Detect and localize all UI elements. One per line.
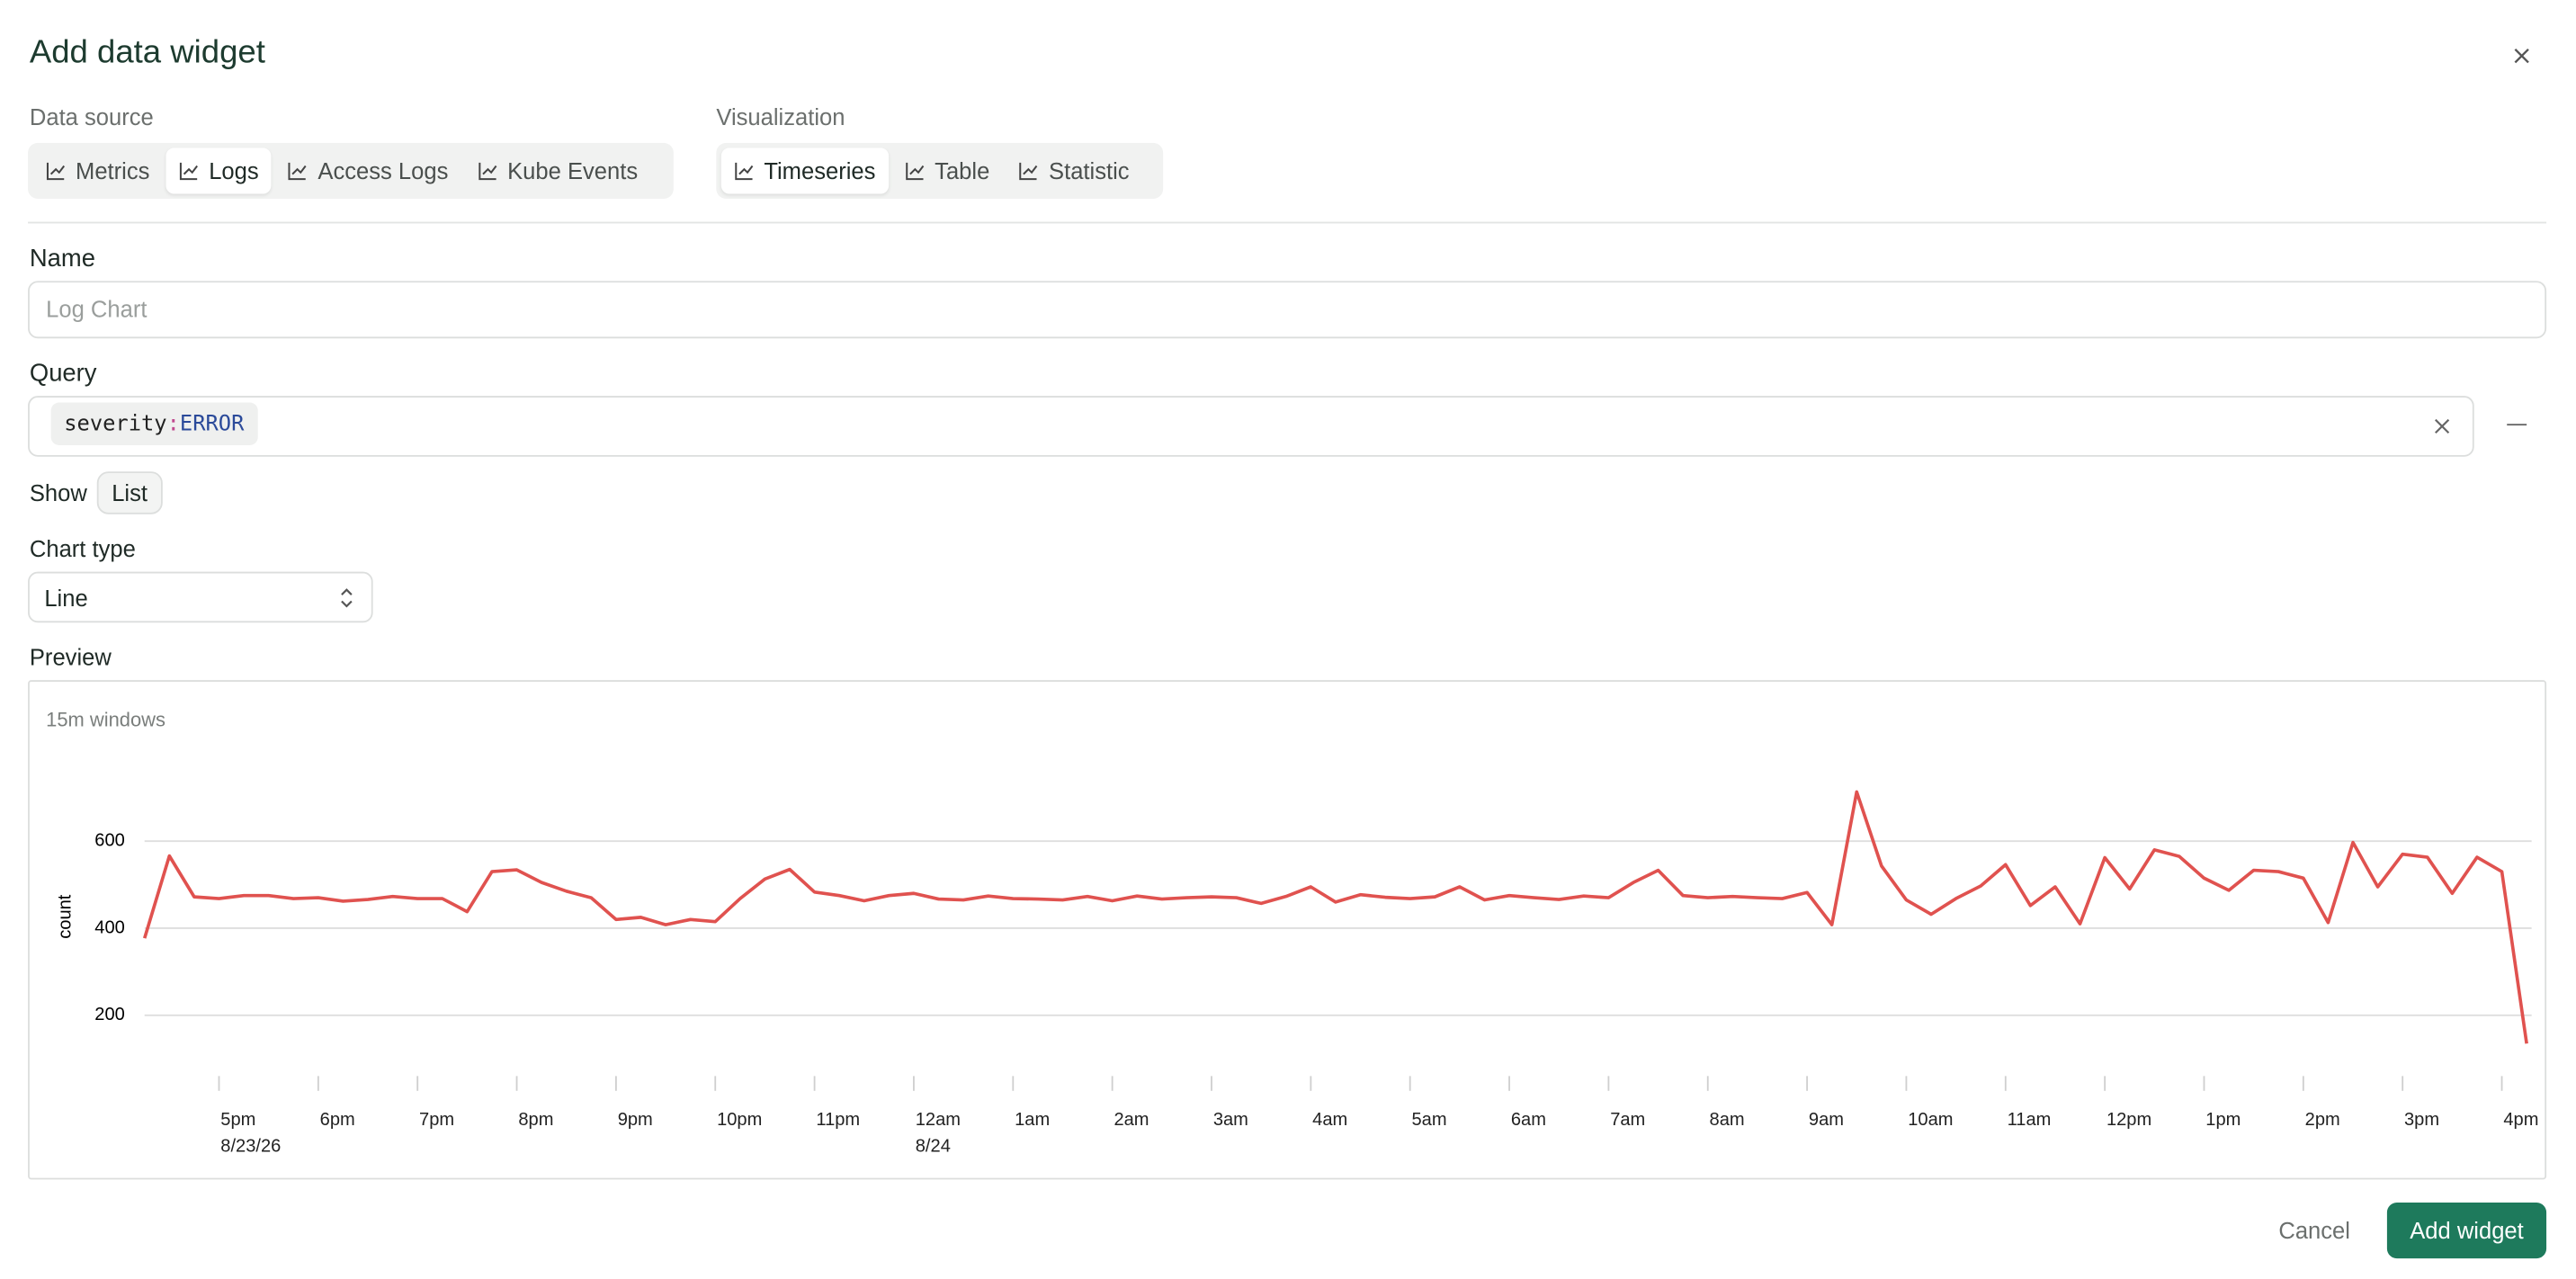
tab-text: Access Logs xyxy=(318,157,449,184)
x-tick-label: 9am xyxy=(1808,1110,1844,1131)
tab-option[interactable]: Timeseries xyxy=(720,148,890,194)
icon-stroke xyxy=(735,162,754,181)
tab-option[interactable]: Table xyxy=(892,148,1003,193)
preview-panel: 15m windows count 200 400 600 5pm 8/23/26 6… xyxy=(28,680,2547,1180)
name-input[interactable]: Log Chart xyxy=(28,281,2547,339)
y-axis-label: count xyxy=(55,894,75,939)
query-label: Query xyxy=(29,360,97,389)
tab-option[interactable]: Kube Events xyxy=(465,148,651,193)
window-label: 15m windows xyxy=(46,708,165,731)
icon-stroke xyxy=(1019,162,1039,181)
icon-stroke xyxy=(180,162,199,181)
tab-text: Timeseries xyxy=(764,157,876,184)
x-tick-label: 1am xyxy=(1015,1110,1051,1131)
divider xyxy=(28,221,2547,224)
icon-stroke xyxy=(906,162,925,181)
x-tick-label: 6am xyxy=(1510,1110,1546,1131)
name-placeholder: Log Chart xyxy=(46,295,148,322)
x-tick-label: 4pm xyxy=(2503,1110,2539,1131)
show-label: Show xyxy=(29,479,87,506)
tab-icon xyxy=(1019,162,1039,181)
dialog-title: Add data widget xyxy=(29,34,265,71)
show-option[interactable]: List xyxy=(96,471,163,514)
chart-type-label: Chart type xyxy=(29,535,136,562)
y-tick-label: 200 xyxy=(94,1005,125,1024)
icon-stroke xyxy=(479,162,497,181)
clear-query[interactable] xyxy=(2433,417,2451,435)
x-tick-label: 10am xyxy=(1908,1110,1954,1131)
x-tick-label: 10pm xyxy=(717,1110,763,1131)
y-tick-label: 600 xyxy=(94,830,125,850)
remove-query[interactable] xyxy=(2507,424,2527,426)
tab-icon xyxy=(46,162,66,181)
icon-stroke xyxy=(46,162,66,181)
x-tick-label: 5pm 8/23/26 xyxy=(220,1110,282,1157)
chart: count 200 400 600 xyxy=(55,790,2532,1091)
x-tick-label: 11pm xyxy=(816,1110,861,1131)
tab-icon xyxy=(479,162,497,181)
tab-option[interactable]: Statistic xyxy=(1006,148,1143,193)
x-tick-label: 7am xyxy=(1610,1110,1646,1131)
tab-icon xyxy=(180,162,199,181)
series-line xyxy=(142,790,2528,1044)
x-tick-label: 8am xyxy=(1709,1110,1745,1131)
y-tick-label: 400 xyxy=(94,917,125,937)
x-tick-label: 5am xyxy=(1411,1110,1447,1131)
tab-text: Metrics xyxy=(76,157,150,184)
tab-icon xyxy=(906,162,925,181)
select-caret xyxy=(341,588,353,608)
tab-text: Logs xyxy=(209,157,259,184)
visualization-tabs: Timeseries Table Statistic xyxy=(716,142,1164,200)
query-input[interactable]: severity: ERROR xyxy=(28,396,2474,457)
x-tick-label: 3pm xyxy=(2403,1110,2440,1131)
query-operator: : xyxy=(166,411,180,436)
chart-type-value: Line xyxy=(44,585,88,612)
query-chip[interactable]: severity: ERROR xyxy=(50,402,258,445)
x-tick-label: 2am xyxy=(1114,1110,1149,1131)
visualization-label: Visualization xyxy=(716,103,845,130)
x-tick-label: 12pm xyxy=(2106,1110,2152,1131)
icon-stroke xyxy=(289,162,308,181)
data-source-tabs: Metrics Logs Access Logs Kube Events xyxy=(28,142,674,200)
x-tick-label: 1pm xyxy=(2205,1110,2241,1131)
tab-option[interactable]: Access Logs xyxy=(275,148,461,193)
tab-icon xyxy=(289,162,308,181)
tab-text: Kube Events xyxy=(507,157,639,184)
preview-label: Preview xyxy=(29,643,112,671)
tab-text: Statistic xyxy=(1049,157,1130,184)
query-field: severity xyxy=(64,411,167,436)
tab-icon xyxy=(735,162,754,181)
close-button[interactable] xyxy=(2512,46,2532,66)
x-tick-label: 2pm xyxy=(2304,1110,2340,1131)
x-tick-label: 6pm xyxy=(319,1110,355,1131)
x-tick-label: 11am xyxy=(2007,1110,2052,1131)
x-tick-label: 7pm xyxy=(419,1110,455,1131)
cancel-button[interactable]: Cancel xyxy=(2278,1217,2350,1244)
tab-text: Table xyxy=(935,157,990,184)
add-widget-button[interactable]: Add widget xyxy=(2386,1202,2547,1259)
query-value: ERROR xyxy=(179,411,245,436)
chart-type-select[interactable]: Line xyxy=(28,571,373,623)
x-tick-label: 8pm xyxy=(518,1110,554,1131)
x-tick-label: 12am 8/24 xyxy=(915,1110,962,1157)
x-tick-label: 3am xyxy=(1212,1110,1248,1131)
name-label: Name xyxy=(29,245,95,273)
tab-option[interactable]: Logs xyxy=(165,148,273,194)
data-source-label: Data source xyxy=(29,103,154,130)
x-tick-label: 9pm xyxy=(617,1110,653,1131)
tab-option[interactable]: Metrics xyxy=(33,148,164,193)
x-tick-label: 4am xyxy=(1312,1110,1348,1131)
